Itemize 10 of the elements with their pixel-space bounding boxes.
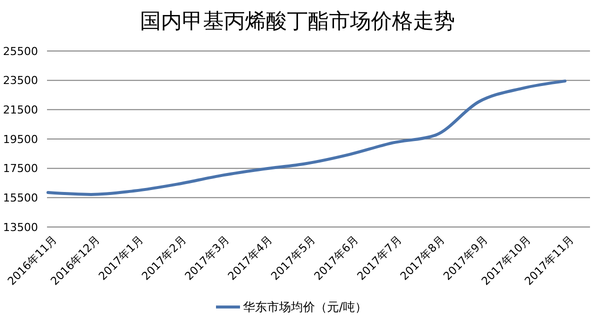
y-tick-label: 23500 (3, 74, 38, 88)
y-tick-label: 15500 (3, 192, 38, 205)
chart-title: 国内甲基丙烯酸丁酯市场价格走势 (140, 9, 455, 33)
y-tick-label: 25500 (3, 44, 38, 58)
line-series (46, 80, 566, 196)
y-tick-label: 17500 (3, 162, 38, 176)
y-tick-label: 13500 (3, 220, 38, 234)
y-tick-label: 21500 (3, 104, 38, 117)
legend-label: 华东市场均价（元/吨） (243, 300, 368, 314)
y-tick-label: 19500 (3, 132, 38, 146)
